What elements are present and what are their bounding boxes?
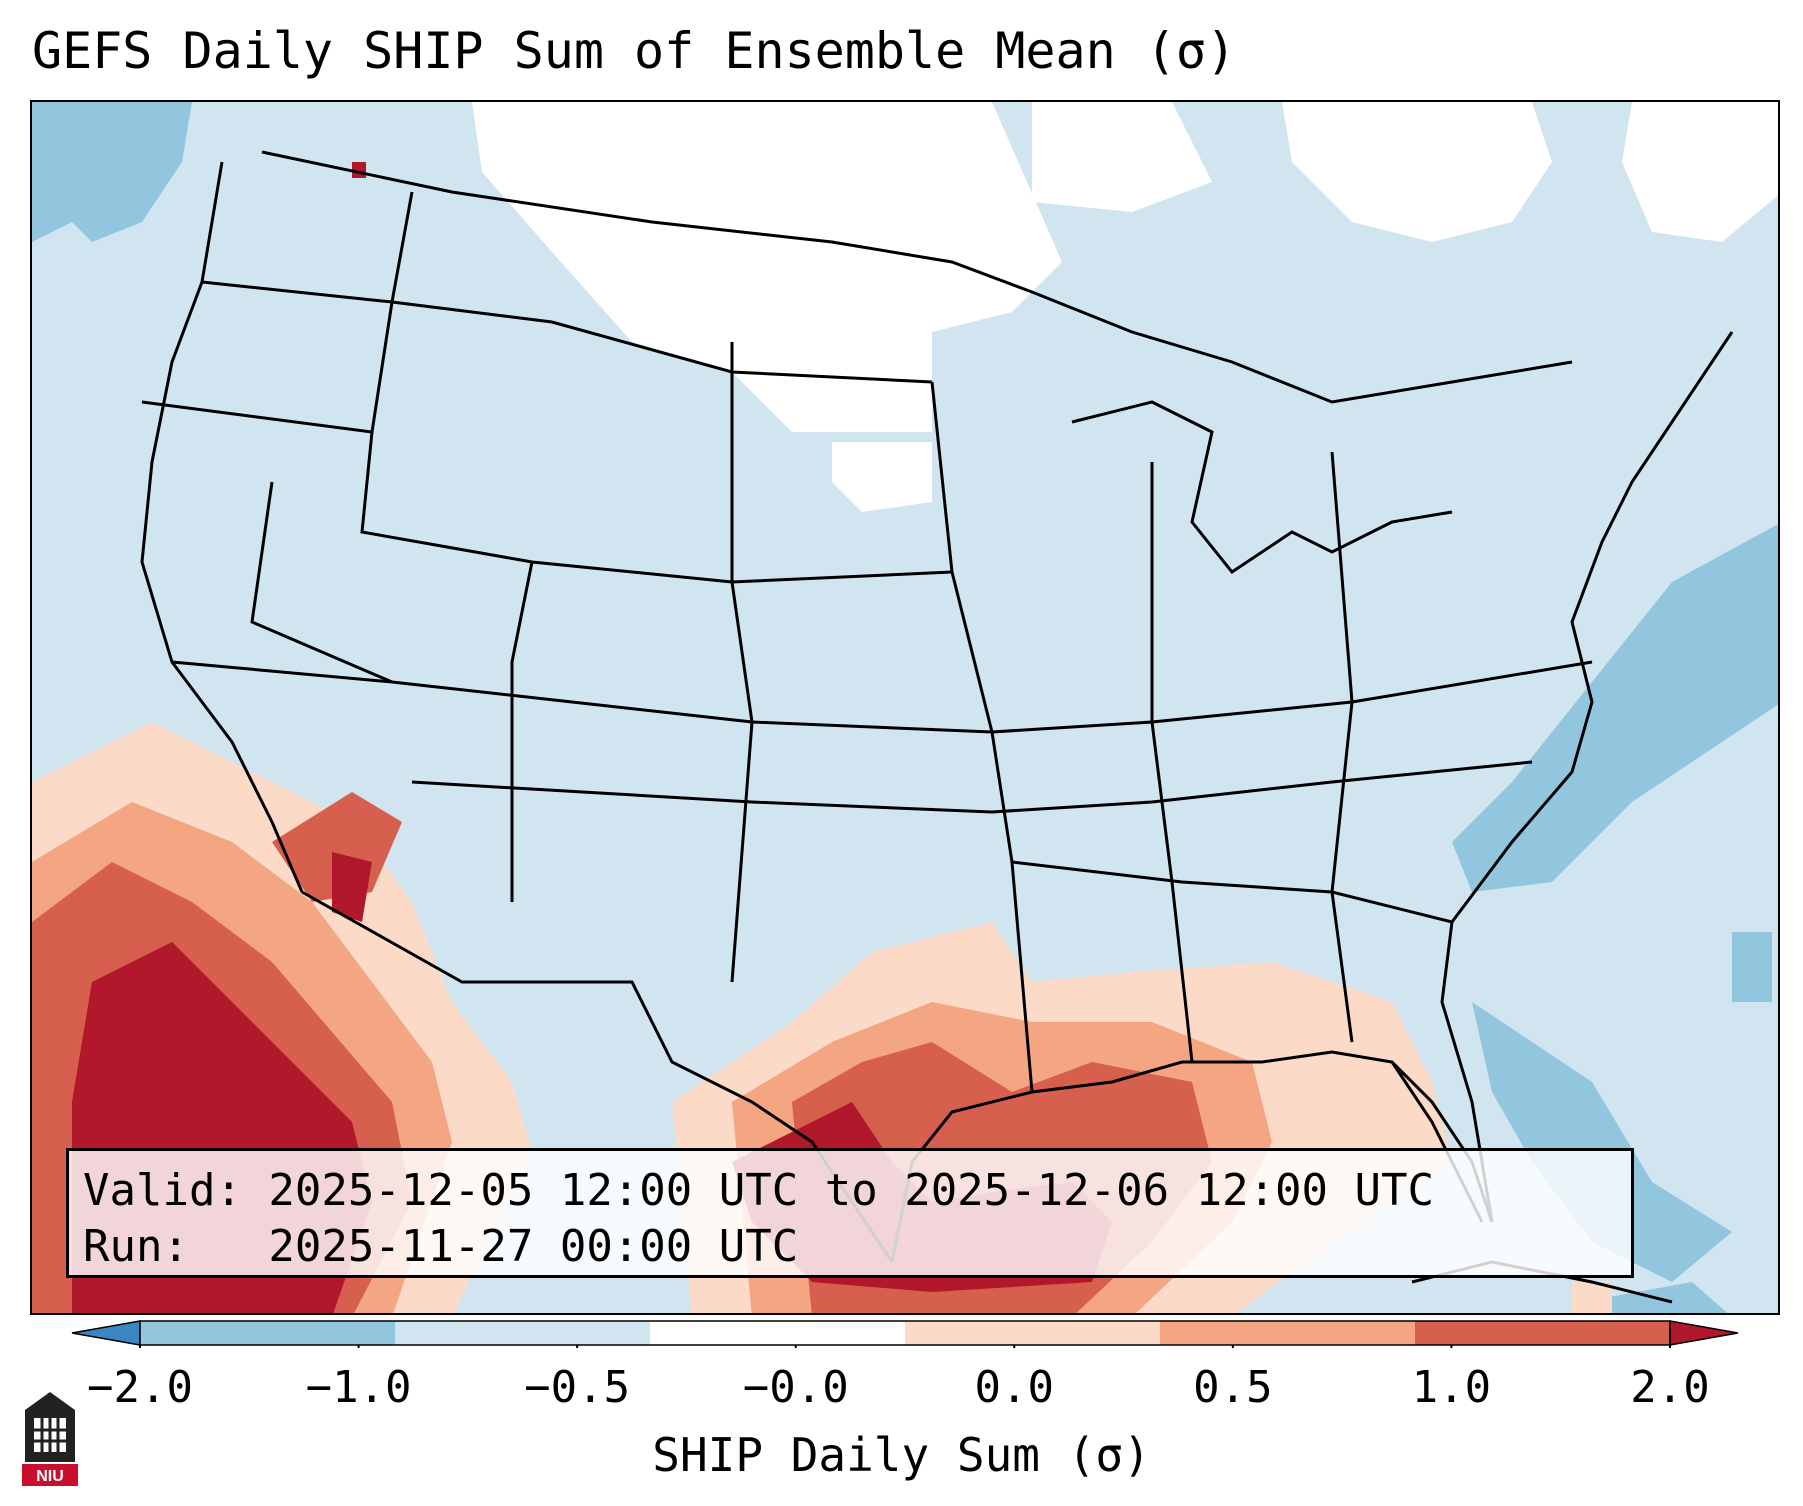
state-line-7 [930, 381, 1034, 1093]
colorbar-tick-label: −1.0 [305, 1362, 412, 1413]
anomaly-neutral-areas [472, 102, 1778, 512]
valid-time-text: Valid: 2025-12-05 12:00 UTC to 2025-12-0… [83, 1165, 1435, 1216]
colorbar-segment [1415, 1321, 1671, 1345]
colorbar-outline [139, 1320, 1671, 1346]
map-canvas [32, 102, 1778, 1313]
us-mexico-border [301, 890, 894, 1263]
canada-us-border [261, 150, 1573, 404]
colorbar-segment [905, 1321, 1161, 1345]
state-line-12 [1011, 860, 1453, 924]
chart-title: GEFS Daily SHIP Sum of Ensemble Mean (σ) [32, 22, 1237, 80]
colorbar-extend-max [1669, 1320, 1739, 1346]
great-lakes [1071, 400, 1453, 575]
colorbar-tick-label: 1.0 [1411, 1362, 1492, 1413]
anomaly-below-normal-areas [32, 102, 1778, 1313]
colorbar-segment [1160, 1321, 1416, 1345]
niu-logo: NIU [22, 1392, 78, 1486]
state-line-9 [1330, 451, 1354, 1043]
colorbar-tick-label: −2.0 [87, 1362, 193, 1413]
state-line-2 [201, 280, 933, 384]
state-line-4 [411, 760, 1533, 814]
state-line-1 [141, 400, 953, 584]
state-line-10 [370, 191, 414, 433]
map-panel[interactable] [30, 100, 1780, 1315]
state-line-11 [250, 481, 393, 684]
us-west-coast [140, 161, 304, 893]
state-line-5 [510, 561, 534, 902]
colorbar-tick-label: −0.5 [524, 1362, 631, 1413]
colorbar-extend-min [71, 1320, 141, 1346]
colorbar-tick-label: 2.0 [1630, 1362, 1710, 1413]
colorbar-segment [140, 1321, 396, 1345]
run-time-text: Run: 2025-11-27 00:00 UTC [83, 1221, 799, 1272]
colorbar [71, 1320, 1739, 1348]
colorbar-label: SHIP Daily Sum (σ) [652, 1428, 1151, 1482]
colorbar-segment [650, 1321, 906, 1345]
colorbar-tick-label: −0.0 [742, 1362, 849, 1413]
east-coast [1440, 331, 1734, 1223]
state-line-8 [1150, 462, 1194, 1063]
state-line-6 [730, 342, 754, 983]
state-line-3 [171, 660, 1593, 734]
colorbar-tick-label: 0.0 [974, 1362, 1055, 1413]
logo-text: NIU [36, 1468, 64, 1485]
gulf-coast [890, 1050, 1494, 1263]
colorbar-segment [395, 1321, 651, 1345]
political-boundaries [140, 150, 1734, 1304]
valid-run-info-box: Valid: 2025-12-05 12:00 UTC to 2025-12-0… [66, 1148, 1634, 1278]
colorbar-tick-label: 0.5 [1193, 1362, 1273, 1413]
